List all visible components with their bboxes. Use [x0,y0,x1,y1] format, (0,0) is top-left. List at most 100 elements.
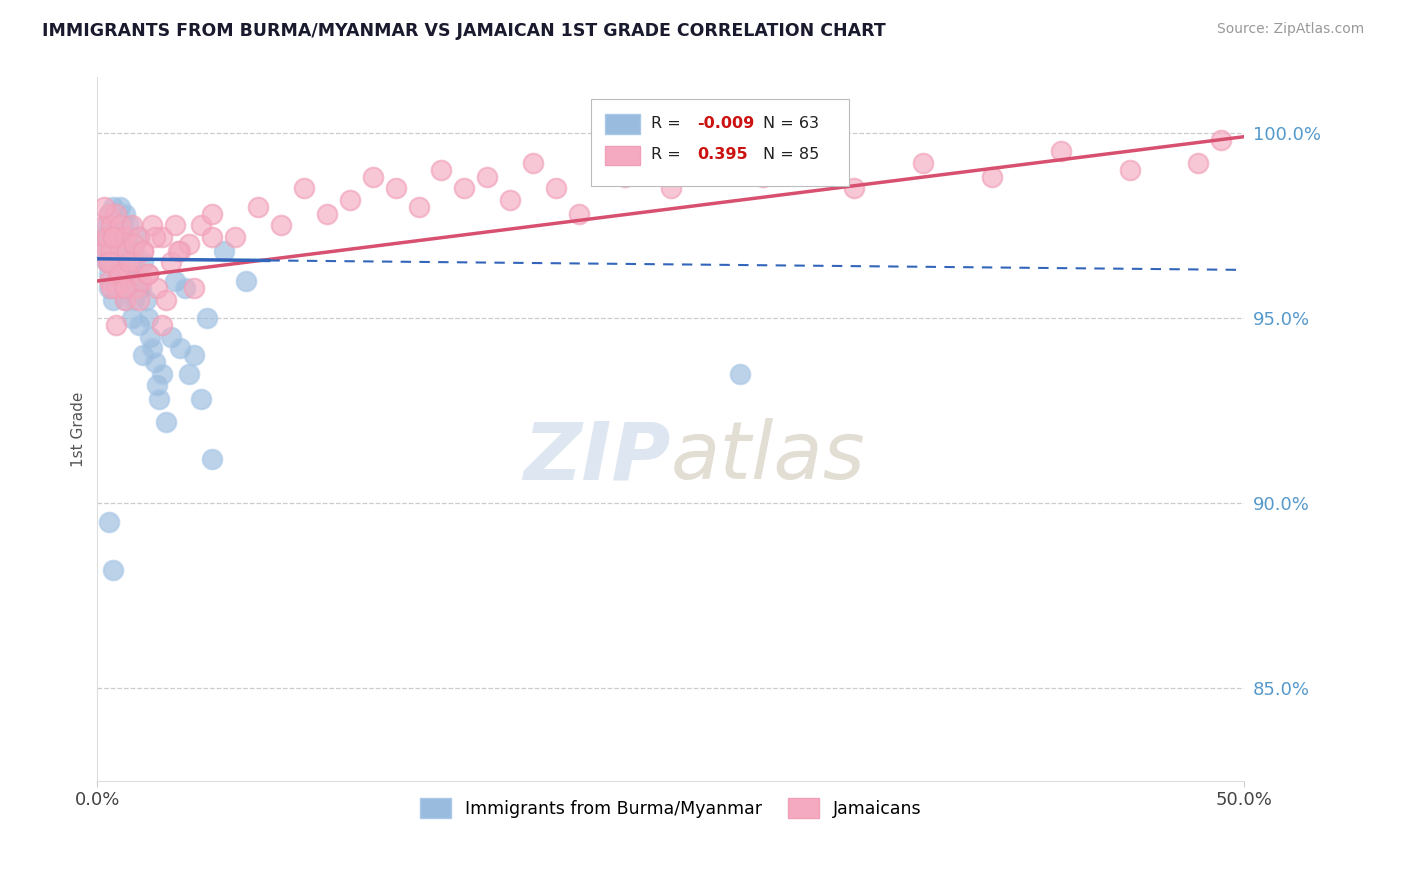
Text: Source: ZipAtlas.com: Source: ZipAtlas.com [1216,22,1364,37]
Point [981,170,1004,185]
Point [100,237,122,252]
Point [150,229,173,244]
Point [107,229,129,244]
Point [111,274,134,288]
Point [591,163,613,178]
Point [361,170,384,185]
Point [129,274,152,288]
Text: N = 63: N = 63 [762,116,818,130]
Point [114,207,136,221]
Point [97,207,120,221]
Point [96,255,118,269]
Point [190,392,212,407]
Point [408,200,430,214]
Point [132,244,155,259]
Point [96,255,118,269]
Point [136,311,159,326]
Point [166,244,188,259]
Point [143,355,166,369]
Point [93,229,115,244]
Text: ZIP: ZIP [523,418,671,496]
Point [614,170,637,185]
Point [110,200,132,214]
Point [128,293,150,307]
Point [104,318,127,333]
Point [546,181,568,195]
Point [111,219,134,233]
Point [93,244,115,259]
Point [128,229,150,244]
Point [339,193,361,207]
Point [97,515,120,529]
Point [179,367,201,381]
Text: IMMIGRANTS FROM BURMA/MYANMAR VS JAMAICAN 1ST GRADE CORRELATION CHART: IMMIGRANTS FROM BURMA/MYANMAR VS JAMAICA… [42,22,886,40]
Point [103,293,125,307]
Point [122,244,145,259]
Point [183,348,205,362]
Point [93,200,115,214]
Point [93,244,115,259]
Point [100,219,122,233]
Point [97,267,120,281]
Point [114,293,136,307]
Legend: Immigrants from Burma/Myanmar, Jamaicans: Immigrants from Burma/Myanmar, Jamaicans [413,791,929,825]
Point [159,255,181,269]
Point [103,229,125,244]
Point [797,163,820,178]
Point [104,281,127,295]
Point [100,219,122,233]
Point [107,281,129,295]
Point [155,293,177,307]
Point [104,219,127,233]
Point [141,341,163,355]
Point [97,255,120,269]
Point [110,267,132,281]
Point [183,281,205,295]
Point [103,229,125,244]
Point [103,255,125,269]
Point [115,267,138,281]
Point [122,237,145,252]
Point [125,274,148,288]
Point [165,274,187,288]
Point [136,267,159,281]
Point [212,244,235,259]
Point [201,451,224,466]
Point [132,244,155,259]
Point [136,267,159,281]
Point [844,181,866,195]
Point [477,170,499,185]
Point [104,274,127,288]
Text: 0.395: 0.395 [697,147,748,162]
Point [270,219,292,233]
Point [115,244,138,259]
Point [103,200,125,214]
Point [125,281,148,295]
Point [224,229,246,244]
FancyBboxPatch shape [591,98,849,186]
Point [197,311,219,326]
Point [146,281,169,295]
Point [97,274,120,288]
Point [128,318,150,333]
Point [912,155,935,169]
Point [155,415,177,429]
Point [111,274,134,288]
Point [150,318,173,333]
Point [201,229,224,244]
Point [118,255,141,269]
Point [292,181,315,195]
Point [110,219,132,233]
Point [97,281,120,295]
Point [384,181,406,195]
Point [107,267,129,281]
Point [146,377,169,392]
Point [1118,163,1140,178]
Point [100,281,122,295]
Point [114,281,136,295]
Point [96,219,118,233]
Point [91,237,114,252]
Point [499,193,522,207]
Point [118,267,141,281]
Point [169,244,191,259]
